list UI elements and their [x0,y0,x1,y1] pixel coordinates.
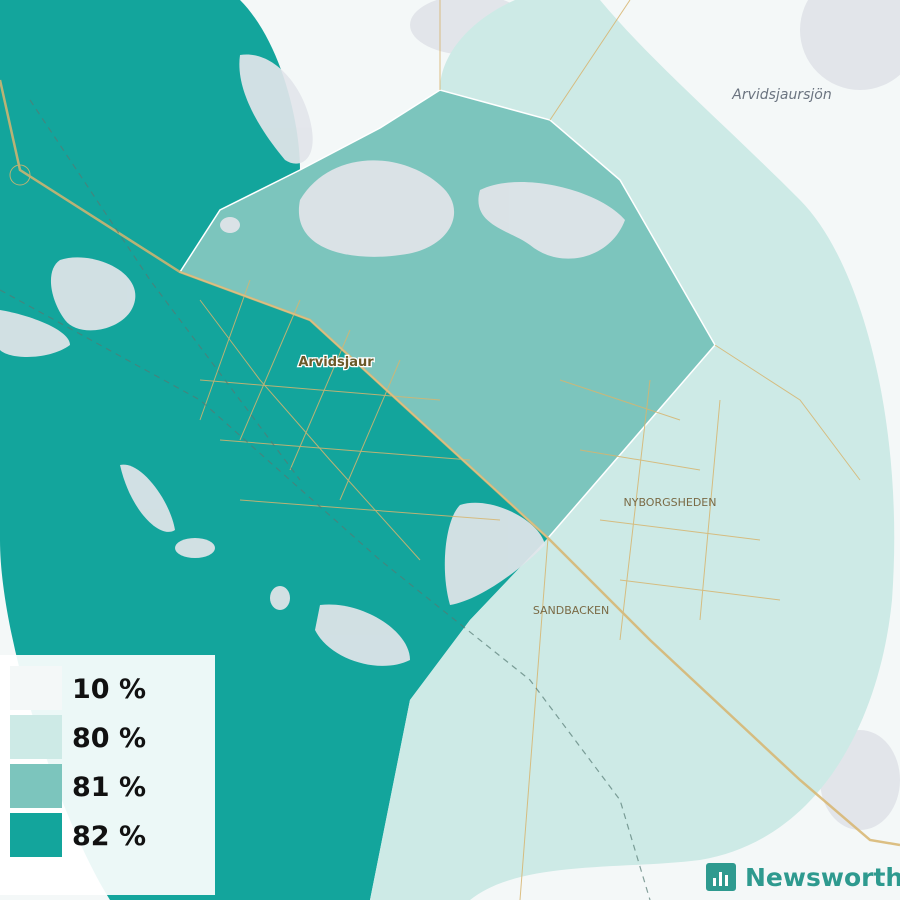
legend-swatch [10,666,62,710]
legend-swatch [10,715,62,759]
region-80 [370,0,895,900]
brand-icon-bar [719,872,722,886]
town-label: Arvidsjaur [298,355,374,370]
lakes [0,54,625,666]
brand-icon-bar [725,875,728,886]
legend: 10 % 80 % 81 % 82 % [0,655,215,895]
brand-name: Newsworthy [745,863,900,892]
legend-swatch [10,813,62,857]
legend-label: 80 % [72,723,146,754]
legend-label: 82 % [72,821,146,852]
legend-swatch [10,764,62,808]
brand-icon-bar [713,878,716,886]
district-label: NYBORGSHEDEN [624,496,717,509]
district-label: SANDBACKEN [533,604,609,617]
legend-label: 10 % [72,674,146,705]
brand-logo: Newsworthy [706,863,900,892]
legend-label: 81 % [72,772,146,803]
railway [0,99,651,900]
lake-label: Arvidsjaursjön [731,87,831,103]
